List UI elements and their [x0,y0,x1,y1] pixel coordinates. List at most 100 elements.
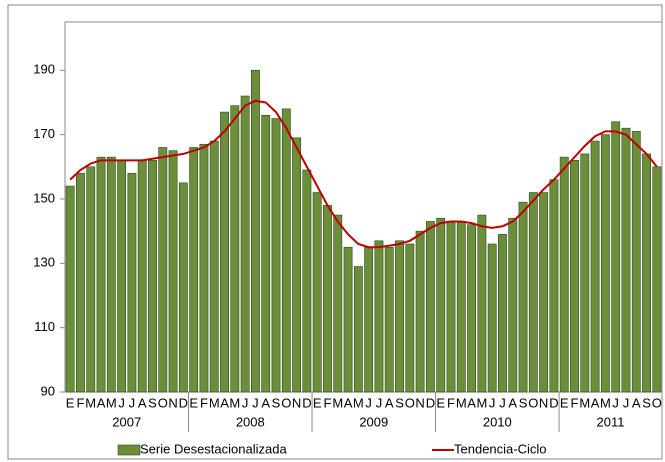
bar [168,150,178,393]
bar [467,224,476,393]
x-tick-label: S [642,395,651,410]
x-tick-label: F [200,395,208,410]
bar [158,147,168,393]
year-label: 2011 [597,414,625,429]
x-tick-label: A [261,395,270,410]
x-tick-label: E [189,395,198,410]
x-tick-label: A [138,395,147,410]
x-tick-label: M [476,395,487,410]
year-label: 2008 [236,414,265,429]
x-tick-label: A [344,395,353,410]
x-tick-label: D [302,395,311,410]
bar [425,221,435,393]
bar [230,105,240,393]
trend-line [69,99,658,249]
x-tick-label: O [528,395,538,410]
x-tick-label: E [313,395,322,410]
bar [477,214,487,393]
x-tick-label: M [209,395,220,410]
x-tick-label: N [168,395,177,410]
bar [220,111,229,393]
bar [405,243,415,393]
x-tick-label: A [385,395,394,410]
bar [96,156,106,393]
x-tick-label: F [323,395,331,410]
bar [508,217,518,393]
bar [292,137,302,393]
x-tick-label: J [489,395,496,410]
bar [642,153,651,393]
x-tick-label: D [426,395,435,410]
bar [528,192,538,393]
bar [76,172,85,393]
x-tick-label: M [85,395,96,410]
bar [353,266,363,393]
legend-label: Serie Desestacionalizada [140,441,287,456]
bar [333,214,343,393]
bar [117,160,127,393]
bar [199,143,209,393]
x-tick-label: O [652,395,662,410]
bar [580,153,590,393]
x-tick-label: A [220,395,229,410]
bar [302,169,312,393]
bar [364,246,374,393]
x-tick-label: N [539,395,548,410]
y-tick-label: 150 [33,190,55,205]
year-label: 2009 [359,414,388,429]
x-tick-label: S [519,395,528,410]
x-tick-label: M [106,395,117,410]
y-tick-label: 170 [33,126,55,141]
y-tick-label: 110 [34,319,55,334]
x-tick-label: A [508,395,517,410]
x-tick-label: E [66,395,75,410]
x-tick-label: O [405,395,415,410]
bar [261,115,271,393]
x-tick-label: J [376,395,383,410]
bar [570,160,579,393]
x-tick-label: M [332,395,343,410]
x-tick-label: A [467,395,476,410]
bar [631,131,641,393]
y-tick-label: 90 [41,383,55,398]
bar [549,179,559,393]
x-tick-label: D [549,395,558,410]
x-tick-label: A [632,395,641,410]
x-tick-label: M [456,395,467,410]
bar [189,147,199,393]
bar [312,192,322,393]
x-tick-label: M [229,395,240,410]
x-tick-label: J [623,395,630,410]
x-tick-label: J [242,395,249,410]
x-tick-label: A [591,395,600,410]
x-tick-label: J [252,395,259,410]
x-tick-label: O [158,395,168,410]
bar [86,166,96,393]
x-tick-label: M [353,395,364,410]
y-tick-label: 130 [33,255,55,270]
bar [415,230,425,393]
x-tick-label: M [579,395,590,410]
bar [590,140,600,393]
bar [281,108,291,393]
bar [456,221,466,393]
x-tick-label: N [415,395,424,410]
bar [374,240,384,393]
bar [652,166,662,393]
bar [446,221,456,393]
x-tick-label: E [436,395,445,410]
bar [498,234,507,393]
bar [323,205,332,393]
x-tick-label: J [118,395,125,410]
year-label: 2010 [483,414,512,429]
x-tick-label: F [76,395,84,410]
x-tick-label: S [272,395,281,410]
x-tick-label: F [571,395,579,410]
bar [611,121,621,393]
plot-area [64,21,663,393]
x-tick-label: J [129,395,136,410]
x-tick-label: F [447,395,455,410]
bar [148,160,157,393]
bar [395,240,404,393]
